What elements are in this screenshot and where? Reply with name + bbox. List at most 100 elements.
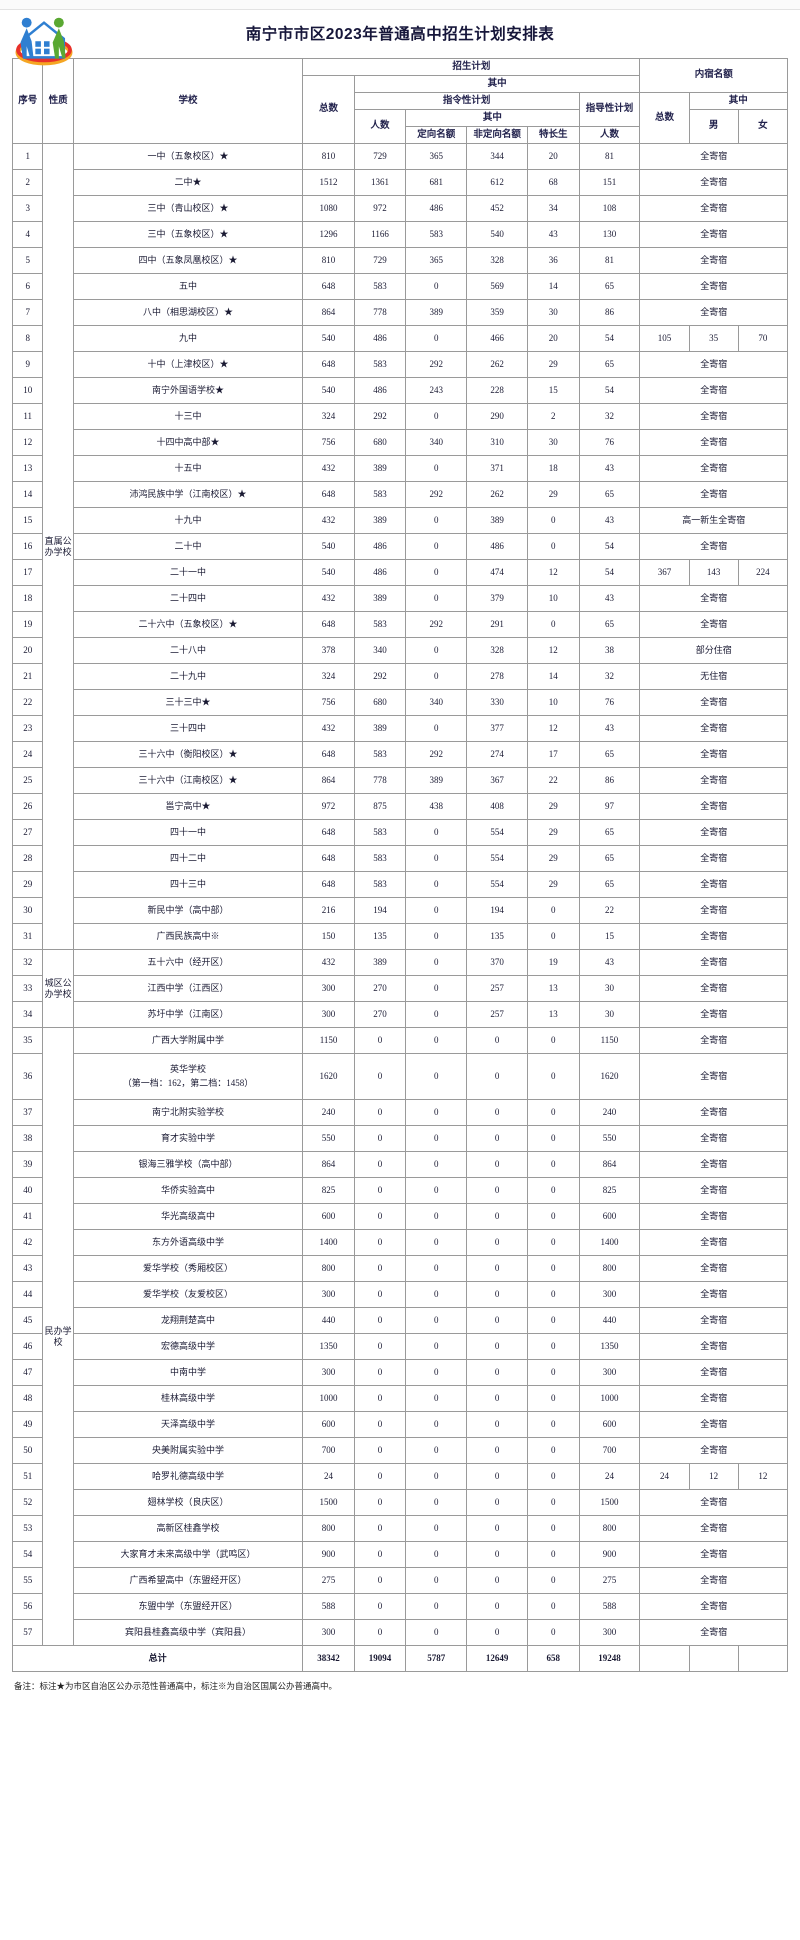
col-header-seq: 序号 (11, 58, 44, 144)
cell-dorm-note: 全寄宿 (639, 1307, 788, 1334)
cell-dorm-note: 全寄宿 (639, 819, 788, 846)
col-header-nature: 性质 (42, 58, 74, 144)
cell-seq: 14 (11, 481, 44, 508)
cell-dorm-note: 全寄宿 (639, 533, 788, 560)
cell-nature-group: 城区公办学校 (42, 949, 74, 1028)
cell-mandatory-persons: 0 (353, 1125, 407, 1152)
cell-school-name: 四十三中 (72, 871, 304, 898)
cell-directed-quota: 0 (405, 1541, 468, 1568)
cell-dorm-note: 全寄宿 (639, 975, 788, 1002)
cell-dorm-note: 全寄宿 (639, 1255, 788, 1282)
cell-mandatory-persons: 389 (353, 715, 407, 742)
cell-guidance-persons: 32 (578, 403, 641, 430)
cell-non-directed-quota: 274 (466, 741, 528, 768)
cell-non-directed-quota: 452 (466, 195, 528, 222)
cell-mandatory-persons: 135 (353, 923, 407, 950)
cell-school-name: 东盟中学（东盟经开区） (72, 1593, 304, 1620)
cell-dorm-note: 全寄宿 (639, 1567, 788, 1594)
cell-seq: 48 (11, 1385, 44, 1412)
cell-special-talent: 15 (527, 377, 580, 404)
cell-special-talent: 22 (527, 767, 580, 794)
col-header-mandatory-persons: 人数 (353, 109, 407, 144)
cell-directed-quota: 0 (405, 1463, 468, 1490)
cell-dorm-note: 全寄宿 (639, 611, 788, 638)
cell-school-name: 桂林高级中学 (72, 1385, 304, 1412)
cell-guidance-persons: 700 (578, 1437, 641, 1464)
cell-special-talent: 0 (527, 1281, 580, 1308)
cell-seq: 56 (11, 1593, 44, 1620)
cell-school-name: 三十六中（江南校区）★ (72, 767, 304, 794)
cell-directed-quota: 0 (405, 897, 468, 924)
cell-special-talent: 0 (527, 1151, 580, 1178)
cell-seq: 34 (11, 1001, 44, 1028)
cell-seq: 13 (11, 455, 44, 482)
cell-special-talent: 68 (527, 169, 580, 196)
cell-enroll-total: 550 (302, 1125, 355, 1152)
cell-mandatory-persons: 778 (353, 767, 407, 794)
cell-directed-quota: 0 (405, 1593, 468, 1620)
cell-non-directed-quota: 0 (466, 1385, 528, 1412)
cell-seq: 38 (11, 1125, 44, 1152)
cell-enroll-total: 300 (302, 1281, 355, 1308)
cell-non-directed-quota: 228 (466, 377, 528, 404)
cell-school-name: 大家育才未来高级中学（武鸣区） (72, 1541, 304, 1568)
cell-non-directed-quota: 344 (466, 143, 528, 170)
cell-enroll-total: 24 (302, 1463, 355, 1490)
cell-school-name: 广西大学附属中学 (72, 1027, 304, 1054)
cell-mandatory-persons: 0 (353, 1255, 407, 1282)
table-row: 16 二十中 540 486 0 486 0 54 全寄宿 (11, 533, 788, 560)
cell-special-talent: 29 (527, 351, 580, 378)
cell-dorm-total: 105 (639, 325, 690, 352)
table-row: 3 三中（青山校区）★ 1080 972 486 452 34 108 全寄宿 (11, 195, 788, 222)
cell-seq: 1 (11, 143, 44, 170)
cell-seq: 40 (11, 1177, 44, 1204)
cell-dorm-total: 24 (639, 1463, 690, 1490)
cell-mandatory-persons: 0 (353, 1099, 407, 1126)
cell-directed-quota: 0 (405, 559, 468, 586)
cell-non-directed-quota: 379 (466, 585, 528, 612)
cell-school-name: 宾阳县桂鑫高级中学（宾阳县） (72, 1619, 304, 1646)
cell-mandatory-persons: 0 (353, 1307, 407, 1334)
cell-seq: 21 (11, 663, 44, 690)
cell-special-talent: 13 (527, 1001, 580, 1028)
cell-dorm-male: 35 (688, 325, 739, 352)
cell-total-persons: 19094 (353, 1645, 407, 1672)
table-row: 37 南宁北附实验学校 240 0 0 0 0 240 全寄宿 (11, 1099, 788, 1126)
table-row: 2 二中★ 1512 1361 681 612 68 151 全寄宿 (11, 169, 788, 196)
col-header-dorm-female: 女 (737, 109, 789, 144)
cell-seq: 11 (11, 403, 44, 430)
cell-directed-quota: 0 (405, 585, 468, 612)
cell-non-directed-quota: 0 (466, 1567, 528, 1594)
cell-enroll-total: 540 (302, 377, 355, 404)
cell-directed-quota: 0 (405, 1437, 468, 1464)
cell-enroll-total: 150 (302, 923, 355, 950)
cell-guidance-persons: 65 (578, 845, 641, 872)
cell-special-talent: 17 (527, 741, 580, 768)
cell-enroll-total: 600 (302, 1411, 355, 1438)
cell-directed-quota: 0 (405, 637, 468, 664)
cell-guidance-persons: 32 (578, 663, 641, 690)
cell-seq: 39 (11, 1151, 44, 1178)
cell-mandatory-persons: 729 (353, 247, 407, 274)
cell-dorm-note: 全寄宿 (639, 1333, 788, 1360)
cell-dorm-note: 全寄宿 (639, 455, 788, 482)
table-row: 22 三十三中★ 756 680 340 330 10 76 全寄宿 (11, 689, 788, 716)
cell-guidance-persons: 1620 (578, 1053, 641, 1100)
header-row-5: 定向名额 非定向名额 特长生 人数 (13, 126, 788, 144)
cell-enroll-total: 864 (302, 767, 355, 794)
cell-special-talent: 0 (527, 507, 580, 534)
cell-dorm-note: 全寄宿 (639, 689, 788, 716)
col-header-among-which-3: 其中 (688, 92, 789, 110)
cell-dorm-note: 全寄宿 (639, 1385, 788, 1412)
cell-mandatory-persons: 486 (353, 377, 407, 404)
cell-enroll-total: 825 (302, 1177, 355, 1204)
table-row: 26 邕宁高中★ 972 875 438 408 29 97 全寄宿 (11, 793, 788, 820)
cell-guidance-persons: 65 (578, 481, 641, 508)
cell-dorm-note: 全寄宿 (639, 1437, 788, 1464)
cell-non-directed-quota: 0 (466, 1619, 528, 1646)
col-header-dorm-total: 总数 (639, 92, 690, 144)
cell-school-name: 四十二中 (72, 845, 304, 872)
cell-enroll-total: 432 (302, 715, 355, 742)
cell-special-talent: 0 (527, 1255, 580, 1282)
cell-enroll-total: 648 (302, 481, 355, 508)
